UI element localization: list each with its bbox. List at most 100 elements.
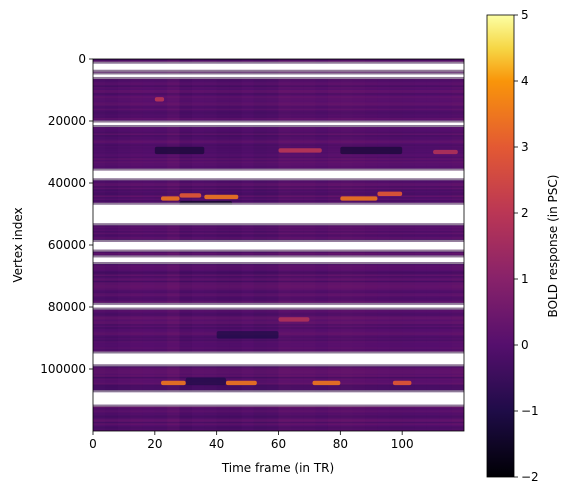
- heatmap-row: [93, 114, 464, 117]
- heatmap-row: [93, 97, 464, 100]
- heatmap-row: [93, 313, 464, 316]
- heatmap-high-segment: [278, 148, 322, 153]
- masked-band: [93, 63, 464, 70]
- colorbar-tick-label: 2: [521, 206, 529, 220]
- heatmap-high-segment: [161, 380, 186, 386]
- colorbar: [486, 14, 515, 478]
- heatmap-row: [93, 283, 464, 286]
- band-edge: [93, 249, 464, 252]
- heatmap-row: [93, 105, 464, 108]
- heatmap-high-segment: [154, 97, 165, 102]
- heatmap-row: [93, 131, 464, 134]
- heatmap-row: [93, 342, 464, 345]
- heatmap-row: [93, 252, 464, 255]
- band-edge: [93, 390, 464, 393]
- heatmap-row: [93, 156, 464, 159]
- heatmap-row: [93, 272, 464, 275]
- heatmap-row: [93, 379, 464, 382]
- masked-band: [93, 241, 464, 250]
- heatmap-row: [93, 299, 464, 302]
- band-edge: [93, 76, 464, 79]
- heatmap-row: [93, 254, 464, 257]
- heatmap-low-segment: [185, 377, 226, 386]
- heatmap-row: [93, 389, 464, 391]
- heatmap-row: [93, 186, 464, 188]
- heatmap-row: [93, 265, 464, 267]
- heatmap-row: [93, 294, 464, 297]
- heatmap-row: [93, 142, 464, 145]
- heatmap-row: [93, 327, 464, 329]
- heatmap-row: [93, 365, 464, 368]
- heatmap-row: [93, 198, 464, 201]
- heatmap-row: [93, 147, 464, 150]
- heatmap-row: [93, 382, 464, 385]
- heatmap-row: [93, 116, 464, 119]
- heatmap-row: [93, 190, 464, 193]
- heatmap-row: [93, 110, 464, 112]
- band-edge: [93, 120, 464, 123]
- heatmap-row: [93, 417, 464, 419]
- heatmap-row: [93, 226, 464, 229]
- heatmap-row: [93, 251, 464, 254]
- heatmap-row: [93, 344, 464, 347]
- heatmap-row: [93, 165, 464, 168]
- colorbar-axis: −2 −1 0 1 2 3 4 5: [514, 8, 539, 484]
- heatmap-row: [93, 187, 464, 190]
- heatmap-row: [93, 266, 464, 269]
- heatmap-row: [93, 117, 464, 120]
- heatmap-row: [93, 82, 464, 85]
- heatmap-high-segment: [433, 149, 458, 155]
- heatmap-row: [93, 289, 464, 292]
- band-edge: [93, 404, 464, 407]
- heatmap-row: [93, 406, 464, 409]
- heatmap-row: [93, 103, 464, 106]
- heatmap-row: [93, 320, 464, 323]
- heatmap-row: [93, 367, 464, 370]
- heatmap-row: [93, 128, 464, 131]
- heatmap-row: [93, 300, 464, 303]
- heatmap-row: [93, 224, 464, 227]
- heatmap-row: [93, 94, 464, 97]
- x-tick-label: 40: [209, 437, 224, 451]
- heatmap-row: [93, 372, 464, 374]
- band-edge: [93, 202, 464, 205]
- heatmap-high-segment: [161, 196, 180, 201]
- heatmap-row: [93, 181, 464, 184]
- heatmap-row: [93, 138, 464, 140]
- heatmap-row: [93, 296, 464, 298]
- heatmap-row: [93, 421, 464, 424]
- masked-band: [93, 304, 464, 308]
- heatmap-high-segment: [204, 194, 239, 200]
- x-axis-label: Time frame (in TR): [221, 461, 334, 475]
- heatmap-row: [93, 60, 464, 63]
- heatmap-row: [93, 279, 464, 281]
- heatmap-row: [93, 293, 464, 295]
- colorbar-tick-label: 1: [521, 272, 529, 286]
- heatmap-row: [93, 183, 464, 185]
- heatmap-row: [93, 285, 464, 288]
- heatmap-row: [93, 338, 464, 340]
- heatmap-row: [93, 336, 464, 339]
- heatmap-row: [93, 373, 464, 376]
- heatmap-row: [93, 235, 464, 238]
- heatmap-row: [93, 347, 464, 350]
- heatmap-row: [93, 274, 464, 277]
- heatmap-row: [93, 189, 464, 192]
- heatmap-row: [93, 427, 464, 430]
- heatmap-row: [93, 153, 464, 156]
- heatmap-row: [93, 113, 464, 116]
- heatmap-row: [93, 59, 464, 61]
- masked-band: [93, 257, 464, 263]
- heatmap-row: [93, 80, 464, 83]
- heatmap-row: [93, 91, 464, 94]
- heatmap-row: [93, 413, 464, 416]
- heatmap-row: [93, 314, 464, 317]
- heatmap-row: [93, 231, 464, 233]
- band-edge: [93, 302, 464, 305]
- band-edge: [93, 61, 464, 64]
- heatmap-row: [93, 341, 464, 343]
- heatmap-row: [93, 139, 464, 142]
- heatmap-row: [93, 184, 464, 187]
- heatmap-row: [93, 232, 464, 235]
- heatmap-row: [93, 196, 464, 199]
